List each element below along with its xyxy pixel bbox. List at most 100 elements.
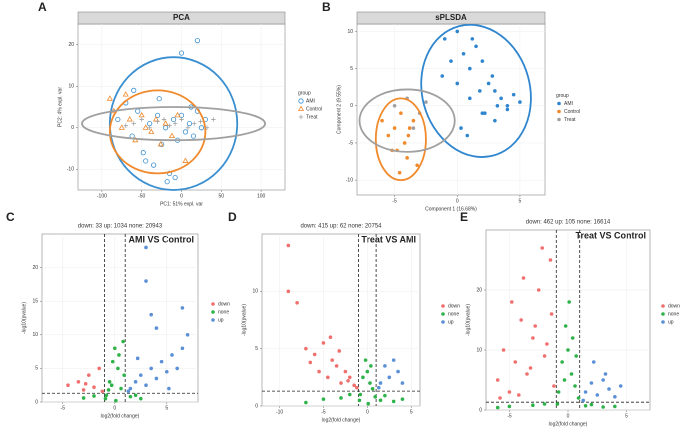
point — [140, 150, 146, 156]
point — [521, 276, 526, 280]
point — [139, 373, 143, 377]
panel-label: E — [460, 210, 468, 224]
y-tick-label: 0 — [350, 103, 353, 109]
point — [383, 364, 387, 368]
point — [573, 384, 577, 388]
point — [172, 121, 178, 126]
y-tick-label: 15 — [32, 299, 38, 305]
point — [493, 89, 497, 93]
point — [211, 117, 216, 122]
point — [168, 132, 176, 139]
point — [507, 390, 512, 394]
point — [66, 383, 70, 388]
point — [175, 366, 179, 371]
legend-label: up — [668, 319, 674, 325]
point — [144, 245, 148, 250]
point — [507, 404, 512, 409]
chart-subtitle: down: 415 up: 62 none: 20754 — [300, 224, 382, 230]
y-tick-label: -10 — [67, 167, 74, 173]
point — [180, 306, 185, 310]
point — [470, 37, 475, 41]
legend-label: Treat — [306, 114, 318, 120]
legend-swatch — [661, 320, 665, 324]
x-tick-label: 0 — [366, 409, 369, 415]
point — [334, 364, 339, 368]
legend-label: AMI — [564, 101, 573, 107]
chart-title: sPLSDA — [435, 13, 467, 22]
x-tick-label: -10 — [276, 409, 283, 415]
point — [161, 117, 167, 122]
point — [87, 373, 91, 377]
point — [295, 301, 299, 305]
point — [286, 243, 291, 248]
point — [581, 398, 586, 403]
point — [601, 378, 605, 382]
point — [170, 353, 174, 357]
y-axis-label: Component 2 (9.55%) — [336, 85, 342, 134]
point — [380, 118, 384, 123]
point — [167, 386, 171, 391]
legend-swatch — [298, 114, 304, 120]
point — [162, 120, 169, 126]
ellipse — [374, 97, 427, 182]
point — [92, 385, 96, 390]
y-tick-label: 5 — [255, 346, 258, 352]
ellipse — [420, 23, 532, 158]
point — [114, 398, 118, 403]
point — [165, 369, 169, 374]
point — [138, 111, 145, 118]
point — [106, 95, 113, 101]
title-strip — [356, 11, 546, 25]
ellipse — [81, 106, 266, 142]
point — [365, 369, 370, 374]
point — [142, 124, 149, 130]
legend-swatch — [661, 304, 665, 308]
legend-label: down — [668, 303, 680, 309]
point — [613, 404, 617, 409]
point — [312, 352, 317, 357]
point — [549, 312, 554, 316]
panel-label: B — [322, 0, 331, 14]
point — [317, 369, 321, 374]
point — [391, 358, 396, 362]
point — [542, 354, 547, 358]
point — [548, 258, 553, 262]
x-tick-label: -100 — [97, 193, 107, 199]
point — [170, 116, 177, 123]
point — [107, 380, 112, 384]
point — [607, 387, 611, 391]
point — [540, 246, 545, 250]
point — [583, 390, 588, 394]
point — [117, 353, 121, 357]
point — [505, 103, 510, 108]
point — [167, 123, 172, 128]
point — [154, 326, 159, 330]
point — [144, 383, 148, 388]
point — [128, 394, 133, 399]
panel-label: C — [6, 210, 15, 224]
point — [192, 121, 197, 126]
legend-label: up — [218, 317, 224, 323]
point — [103, 396, 108, 401]
point — [157, 140, 164, 147]
x-axis-label: PC1: 51% expl. var — [160, 201, 203, 207]
panel-label: D — [228, 210, 237, 224]
point — [330, 358, 335, 362]
point — [402, 141, 407, 145]
x-tick-label: 5 — [625, 413, 628, 419]
point — [442, 37, 447, 41]
point — [122, 373, 126, 377]
point — [182, 157, 189, 163]
point — [455, 81, 460, 86]
point — [81, 388, 86, 392]
point — [106, 388, 111, 392]
point — [490, 74, 495, 78]
point — [115, 116, 121, 123]
point — [576, 396, 581, 400]
point — [198, 125, 205, 131]
point — [110, 359, 115, 364]
point — [511, 92, 516, 97]
point — [407, 126, 412, 130]
point — [148, 128, 155, 134]
